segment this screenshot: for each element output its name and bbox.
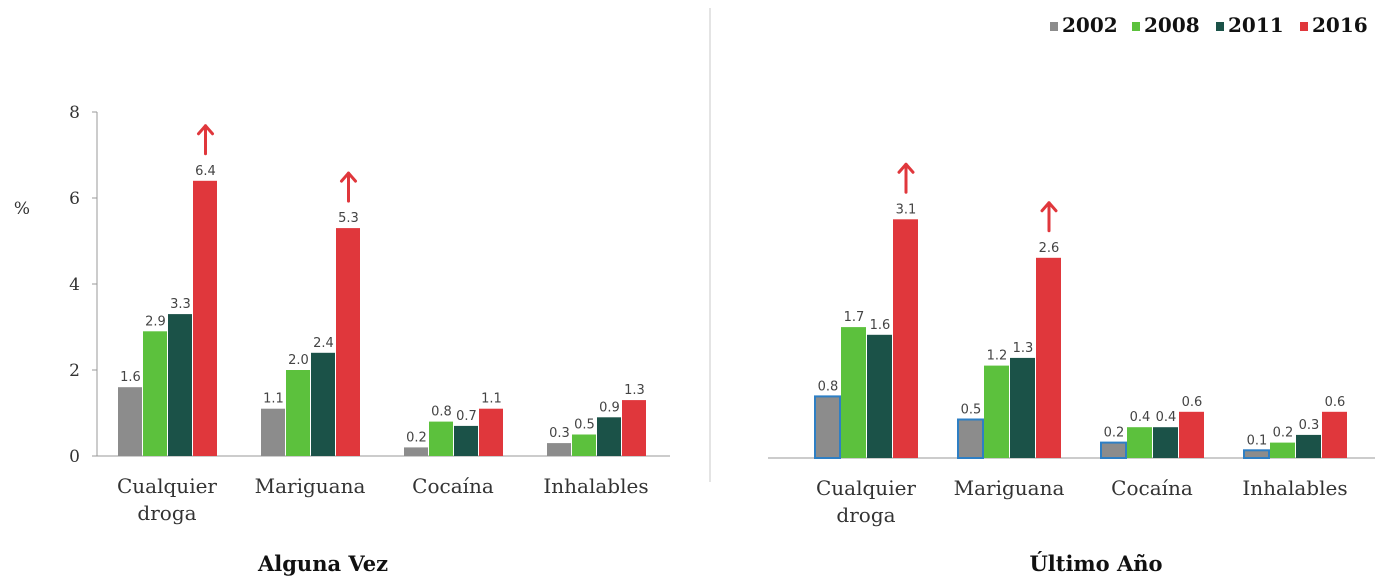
- data-label-cualquier-droga-2016: 3.1: [896, 202, 917, 217]
- data-label-mariguana-2016: 5.3: [338, 211, 359, 226]
- bar-cualquier-droga-2002: [118, 387, 142, 456]
- bar-inhalables-2008: [1270, 443, 1295, 458]
- bar-cualquier-droga-2008: [143, 331, 167, 456]
- y-tick-label: 0: [69, 447, 80, 467]
- bar-mariguana-2002: [261, 409, 285, 456]
- data-label-cocaina-2011: 0.4: [1156, 410, 1177, 425]
- category-label-cualquier-droga: droga: [137, 501, 196, 525]
- data-label-cualquier-droga-2011: 1.6: [870, 318, 891, 333]
- data-label-mariguana-2008: 1.2: [987, 349, 1008, 364]
- category-label-cocaina: Cocaína: [1111, 476, 1193, 500]
- data-label-inhalables-2002: 0.3: [549, 426, 570, 441]
- bar-cualquier-droga-2016: [893, 219, 918, 458]
- data-label-cocaina-2008: 0.8: [431, 405, 452, 420]
- data-label-cualquier-droga-2002: 1.6: [120, 370, 141, 385]
- legend-swatch-2008: [1132, 22, 1140, 31]
- chart-title: Último Año: [1029, 551, 1162, 576]
- y-axis-label: %: [14, 199, 30, 219]
- legend-swatch-2002: [1050, 22, 1058, 31]
- bar-cualquier-droga-2008: [841, 327, 866, 458]
- data-label-cualquier-droga-2008: 1.7: [844, 310, 865, 325]
- legend-label-2011: 2011: [1228, 13, 1284, 37]
- legend-swatch-2011: [1216, 22, 1224, 31]
- data-label-cocaina-2016: 0.6: [1182, 395, 1203, 410]
- category-label-cocaina: Cocaína: [412, 474, 494, 498]
- bar-inhalables-2008: [572, 435, 596, 457]
- legend-label-2016: 2016: [1312, 13, 1368, 37]
- y-tick-label: 4: [69, 275, 80, 295]
- bar-cocaina-2002: [404, 447, 428, 456]
- bar-cocaina-2016: [1179, 412, 1204, 458]
- bar-cocaina-2008: [429, 422, 453, 456]
- bar-mariguana-2016: [1036, 258, 1061, 458]
- data-label-cocaina-2002: 0.2: [406, 430, 427, 445]
- y-tick-label: 6: [69, 189, 80, 209]
- bar-inhalables-2016: [622, 400, 646, 456]
- legend-swatch-2016: [1300, 22, 1308, 31]
- data-label-cualquier-droga-2008: 2.9: [145, 314, 166, 329]
- bar-inhalables-2011: [1296, 435, 1321, 458]
- category-label-inhalables: Inhalables: [1242, 476, 1347, 500]
- bar-cocaina-2016: [479, 409, 503, 456]
- data-label-inhalables-2011: 0.3: [1299, 418, 1320, 433]
- bar-cualquier-droga-2011: [168, 314, 192, 456]
- chart-title: Alguna Vez: [257, 551, 388, 576]
- legend: 2002 2008 2011 2016: [1050, 13, 1368, 37]
- data-label-mariguana-2011: 1.3: [1013, 341, 1034, 356]
- data-label-cualquier-droga-2002: 0.8: [818, 379, 839, 394]
- bar-cocaina-2011: [1153, 427, 1178, 458]
- category-label-mariguana: Mariguana: [255, 474, 366, 498]
- data-label-cualquier-droga-2016: 6.4: [195, 164, 216, 179]
- bar-mariguana-2011: [311, 353, 335, 456]
- data-label-mariguana-2008: 2.0: [288, 353, 309, 368]
- category-label-inhalables: Inhalables: [543, 474, 648, 498]
- data-label-inhalables-2008: 0.2: [1273, 426, 1294, 441]
- bar-cocaina-2002: [1101, 443, 1126, 458]
- bar-cualquier-droga-2011: [867, 335, 892, 458]
- bar-inhalables-2002: [1244, 450, 1269, 458]
- bar-inhalables-2016: [1322, 412, 1347, 458]
- data-label-inhalables-2016: 0.6: [1325, 395, 1346, 410]
- y-tick-label: 8: [69, 103, 80, 123]
- category-label-mariguana: Mariguana: [954, 476, 1065, 500]
- data-label-inhalables-2016: 1.3: [624, 383, 645, 398]
- data-label-cocaina-2011: 0.7: [456, 409, 477, 424]
- bar-cocaina-2011: [454, 426, 478, 456]
- data-label-inhalables-2002: 0.1: [1247, 433, 1268, 448]
- data-label-cocaina-2008: 0.4: [1130, 410, 1151, 425]
- category-label-cualquier-droga: droga: [836, 503, 895, 527]
- data-label-cocaina-2016: 1.1: [481, 392, 502, 407]
- legend-label-2002: 2002: [1062, 13, 1118, 37]
- bar-cualquier-droga-2016: [193, 181, 217, 456]
- legend-label-2008: 2008: [1144, 13, 1200, 37]
- bar-cualquier-droga-2002: [815, 396, 840, 458]
- data-label-inhalables-2011: 0.9: [599, 400, 620, 415]
- data-label-cocaina-2002: 0.2: [1104, 426, 1125, 441]
- bar-inhalables-2011: [597, 417, 621, 456]
- category-label-cualquier-droga: Cualquier: [816, 476, 916, 500]
- bar-mariguana-2011: [1010, 358, 1035, 458]
- data-label-mariguana-2002: 1.1: [263, 392, 284, 407]
- category-label-cualquier-droga: Cualquier: [117, 474, 217, 498]
- data-label-mariguana-2002: 0.5: [961, 403, 982, 418]
- chart-ultimo-ano: 0.8 1.7 1.6 3.1 Cualquier droga 0.5 1.2 1.3 2.6 Ma…: [768, 164, 1375, 576]
- y-tick-label: 2: [69, 361, 80, 381]
- bar-cocaina-2008: [1127, 427, 1152, 458]
- bar-mariguana-2016: [336, 228, 360, 456]
- bar-mariguana-2008: [984, 366, 1009, 458]
- data-label-cualquier-droga-2011: 3.3: [170, 297, 191, 312]
- bar-mariguana-2002: [958, 420, 983, 459]
- data-label-inhalables-2008: 0.5: [574, 418, 595, 433]
- data-label-mariguana-2011: 2.4: [313, 336, 334, 351]
- data-label-mariguana-2016: 2.6: [1039, 241, 1060, 256]
- bar-inhalables-2002: [547, 443, 571, 456]
- chart-alguna-vez: 0 2 4 6 8% 1.6 2.9 3.3 6.4 Cualquier droga 1.1 2.0 2.…: [14, 103, 670, 576]
- bar-mariguana-2008: [286, 370, 310, 456]
